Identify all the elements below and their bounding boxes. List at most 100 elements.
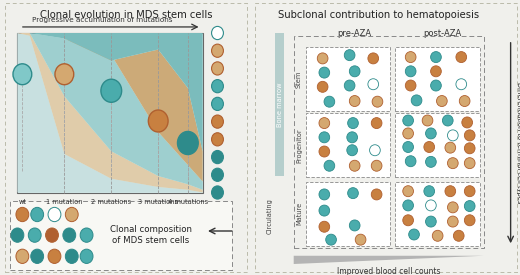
Circle shape	[424, 186, 435, 197]
Circle shape	[80, 228, 93, 242]
Circle shape	[403, 215, 413, 226]
Circle shape	[212, 133, 224, 146]
Circle shape	[424, 142, 435, 153]
Circle shape	[464, 215, 475, 226]
Text: post-AZA: post-AZA	[423, 29, 461, 38]
Circle shape	[425, 200, 436, 211]
Circle shape	[405, 156, 416, 167]
Text: 1 mutation: 1 mutation	[46, 199, 83, 205]
Circle shape	[212, 26, 224, 40]
Circle shape	[319, 205, 330, 216]
Circle shape	[348, 188, 358, 199]
Circle shape	[448, 130, 458, 141]
Circle shape	[55, 64, 74, 85]
Circle shape	[405, 52, 416, 63]
FancyBboxPatch shape	[275, 33, 284, 176]
Circle shape	[319, 67, 330, 78]
Text: Progressive accumulation of mutations: Progressive accumulation of mutations	[32, 17, 173, 23]
Circle shape	[403, 200, 413, 211]
Text: pre-AZA: pre-AZA	[337, 29, 371, 38]
Circle shape	[319, 221, 330, 232]
Circle shape	[371, 160, 382, 171]
Circle shape	[344, 80, 355, 91]
Circle shape	[326, 234, 336, 245]
Circle shape	[355, 234, 366, 245]
FancyBboxPatch shape	[306, 182, 390, 246]
Circle shape	[445, 142, 456, 153]
Circle shape	[63, 228, 76, 242]
Circle shape	[431, 80, 441, 91]
Circle shape	[13, 64, 32, 85]
Circle shape	[405, 66, 416, 77]
Circle shape	[432, 230, 443, 241]
Circle shape	[464, 143, 475, 154]
FancyBboxPatch shape	[18, 33, 203, 192]
Circle shape	[443, 115, 453, 126]
Circle shape	[448, 202, 458, 213]
Circle shape	[66, 249, 78, 263]
Circle shape	[459, 95, 470, 106]
Text: wt: wt	[18, 199, 27, 205]
Circle shape	[349, 66, 360, 77]
Text: Bone marrow: Bone marrow	[277, 82, 282, 127]
Text: 4 mutations: 4 mutations	[168, 199, 208, 205]
Circle shape	[31, 207, 44, 222]
Circle shape	[319, 146, 330, 157]
Circle shape	[48, 249, 61, 263]
Circle shape	[101, 79, 122, 102]
Text: Clonal evolution in MDS stem cells: Clonal evolution in MDS stem cells	[40, 10, 212, 20]
Text: Subclonal contribution to hematopoiesis: Subclonal contribution to hematopoiesis	[278, 10, 478, 20]
Circle shape	[212, 115, 224, 128]
Circle shape	[324, 160, 335, 171]
Polygon shape	[18, 33, 203, 182]
Circle shape	[372, 96, 383, 107]
Circle shape	[177, 131, 198, 155]
Circle shape	[445, 186, 456, 197]
Circle shape	[148, 110, 168, 132]
Circle shape	[212, 150, 224, 164]
Circle shape	[422, 115, 433, 126]
Circle shape	[212, 62, 224, 75]
Circle shape	[405, 80, 416, 91]
Circle shape	[464, 130, 475, 141]
Circle shape	[403, 186, 413, 197]
Circle shape	[16, 207, 29, 222]
Circle shape	[456, 79, 466, 90]
FancyBboxPatch shape	[10, 201, 232, 270]
Text: 3 mutations: 3 mutations	[138, 199, 178, 205]
Circle shape	[349, 220, 360, 231]
Circle shape	[348, 118, 358, 129]
Circle shape	[28, 228, 41, 242]
Circle shape	[448, 158, 458, 169]
FancyBboxPatch shape	[396, 47, 480, 111]
Circle shape	[411, 95, 422, 106]
Circle shape	[212, 97, 224, 111]
Text: Clonal composition
of MDS stem cells: Clonal composition of MDS stem cells	[110, 226, 192, 245]
Circle shape	[464, 200, 475, 211]
Circle shape	[403, 142, 413, 153]
Circle shape	[212, 186, 224, 199]
Circle shape	[462, 117, 473, 128]
Circle shape	[80, 249, 93, 263]
Circle shape	[409, 229, 420, 240]
Circle shape	[370, 145, 380, 156]
Polygon shape	[294, 256, 484, 264]
Text: Differentiation to terminal cell types: Differentiation to terminal cell types	[516, 82, 520, 204]
Circle shape	[324, 96, 335, 107]
Circle shape	[464, 186, 475, 197]
Circle shape	[371, 118, 382, 129]
Circle shape	[464, 158, 475, 169]
Text: Mature: Mature	[296, 202, 302, 225]
Text: Improved blood cell counts: Improved blood cell counts	[337, 267, 440, 275]
FancyBboxPatch shape	[306, 47, 390, 111]
Text: 2 mutations: 2 mutations	[91, 199, 132, 205]
Circle shape	[368, 79, 379, 90]
Circle shape	[31, 249, 44, 263]
Circle shape	[436, 95, 447, 106]
Circle shape	[425, 156, 436, 167]
Text: Circulating: Circulating	[267, 198, 272, 234]
Circle shape	[11, 228, 24, 242]
Circle shape	[317, 53, 328, 64]
Polygon shape	[18, 33, 203, 192]
Circle shape	[16, 249, 29, 263]
